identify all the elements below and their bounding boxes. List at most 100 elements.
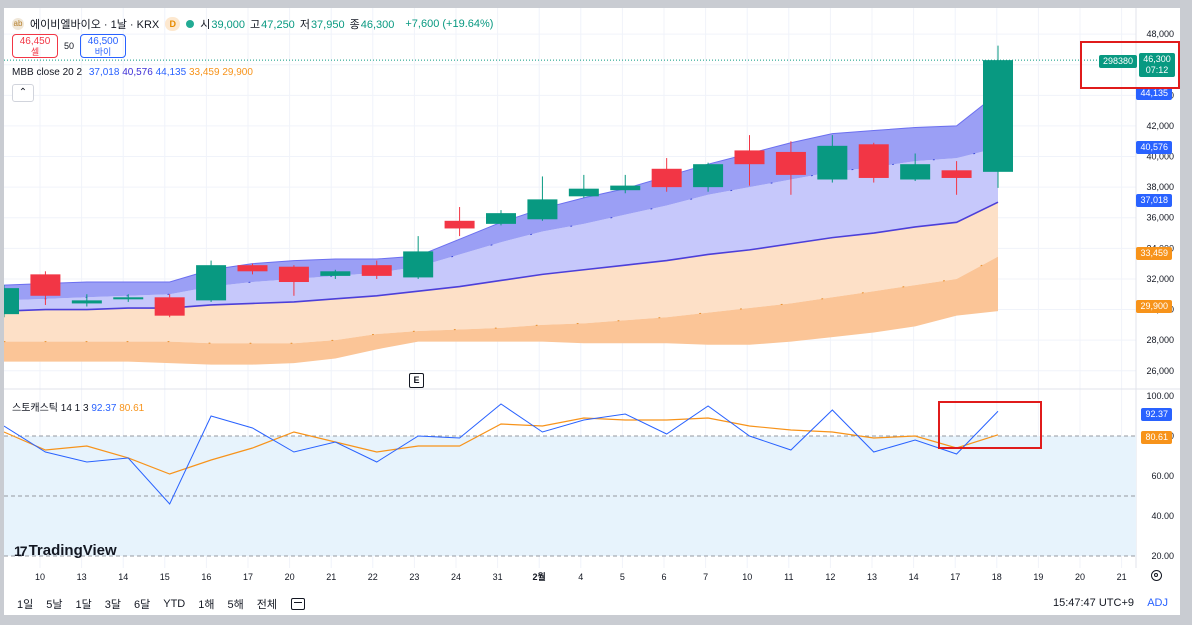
candle-up [817, 145, 848, 180]
stoch-legend-d: 80.61 [119, 403, 145, 414]
settings-gear-icon[interactable] [1151, 570, 1162, 581]
price-tick-label: 40,000 [1146, 152, 1174, 162]
candle-up [403, 251, 434, 278]
candle-up [4, 288, 19, 315]
interval-badge: D [165, 17, 181, 31]
stoch-k-label: 92.37 [1141, 408, 1172, 421]
candle-up [113, 297, 144, 300]
candle-down [941, 170, 972, 178]
time-tick-label: 22 [368, 572, 378, 582]
clock-timezone[interactable]: 15:47:47 UTC+9 [1052, 597, 1134, 609]
stoch-legend-label: 스토캐스틱 14 1 3 [12, 403, 89, 414]
time-tick-label: 15 [160, 572, 170, 582]
time-tick-label: 6 [661, 572, 666, 582]
timeframe-1d[interactable]: 1일 [17, 599, 34, 611]
candle-up [71, 300, 102, 304]
time-tick-label: 11 [784, 572, 793, 582]
price-tick-label: 36,000 [1146, 213, 1174, 223]
timeframe-all[interactable]: 전체 [256, 599, 277, 611]
candle-up [900, 164, 931, 180]
ohlc-key-3: 종 [349, 19, 360, 31]
time-tick-label: 24 [451, 572, 461, 582]
ohlc-value-2: 37,950 [310, 19, 345, 31]
chart-canvas[interactable]: 48,00046,00044,00042,00040,00038,00036,0… [4, 8, 1180, 593]
mbb-legend-ext1: 33,459 [188, 67, 220, 78]
last-price-box: 46,300 07:12 [1139, 53, 1176, 77]
time-tick-label: 16 [201, 572, 211, 582]
stochastic-legend[interactable]: 스토캐스틱 14 1 3 92.37 80.61 [12, 399, 144, 414]
collapse-legend-button[interactable]: ⌃ [12, 84, 34, 102]
time-tick-label: 31 [493, 572, 503, 582]
symbol-code: 298380 [1099, 55, 1138, 68]
time-tick-label: 2월 [533, 571, 546, 582]
ext-lower2-label: 29,900 [1136, 300, 1172, 313]
candle-down [237, 265, 268, 272]
candle-down [30, 274, 61, 296]
candle-up [320, 271, 351, 276]
ohlc-value-3: 46,300 [360, 19, 395, 31]
price-tick-label: 26,000 [1146, 366, 1174, 376]
adj-toggle[interactable]: ADJ [1147, 597, 1168, 609]
ohlc-value-0: 39,000 [211, 19, 246, 31]
market-status-icon [186, 20, 195, 28]
mbb-legend-ext2: 29,900 [222, 67, 253, 78]
sell-button[interactable]: 46,450 셀 [12, 34, 58, 58]
mbb-legend-label: MBB close 20 2 [12, 67, 83, 78]
timeframe-ytd[interactable]: YTD [163, 598, 186, 610]
time-tick-label: 13 [867, 572, 877, 582]
highlight-box-stoch [938, 401, 1042, 449]
candle-down [154, 297, 185, 316]
highlight-box-price [1080, 41, 1180, 89]
mbb-legend[interactable]: MBB close 20 2 37,018 40,576 44,135 33,4… [12, 67, 253, 78]
candle-down [361, 265, 392, 276]
symbol-title[interactable]: 에이비엘바이오 · 1날 · KRX [30, 19, 160, 31]
timeframe-5d[interactable]: 5날 [46, 599, 63, 611]
candle-down [278, 266, 309, 283]
candle-down [651, 168, 682, 188]
stoch-tick-label: 100.00 [1146, 391, 1174, 401]
ext-band-upper-fill [4, 202, 998, 344]
candle-up [693, 164, 724, 188]
calendar-range-icon[interactable] [291, 598, 305, 610]
chart-window: 48,00046,00044,00042,00040,00038,00036,0… [4, 8, 1180, 615]
current-price-label: 298380 46,300 07:12 [1099, 53, 1176, 77]
stoch-tick-label: 40.00 [1151, 511, 1174, 521]
time-tick-label: 17 [950, 572, 960, 582]
timeframe-3m[interactable]: 3달 [104, 599, 121, 611]
tradingview-logo-icon: 17 [14, 542, 28, 559]
time-tick-label: 21 [1117, 572, 1127, 582]
earnings-marker[interactable]: E [409, 373, 424, 388]
time-tick-label: 19 [1033, 572, 1043, 582]
price-tick-label: 42,000 [1146, 121, 1174, 131]
spread-value: 50 [64, 41, 75, 51]
timeframe-1m[interactable]: 1달 [75, 599, 92, 611]
candle-down [734, 150, 765, 165]
timeframe-5y[interactable]: 5해 [227, 599, 244, 611]
candle-up [196, 265, 227, 301]
price-tick-label: 38,000 [1146, 182, 1174, 192]
candle-up [610, 185, 641, 191]
stoch-d-label: 80.61 [1141, 431, 1172, 444]
candle-down [444, 220, 475, 229]
buy-button[interactable]: 46,500 바이 [80, 34, 127, 58]
price-tick-label: 48,000 [1146, 29, 1174, 39]
time-tick-label: 13 [77, 572, 87, 582]
mbb-legend-upper: 44,135 [155, 67, 187, 78]
time-tick-label: 14 [118, 572, 128, 582]
time-tick-label: 20 [1075, 572, 1085, 582]
timeframe-6m[interactable]: 6달 [134, 599, 151, 611]
ohlc-value-1: 47,250 [261, 19, 295, 31]
stoch-tick-label: 20.00 [1151, 551, 1174, 561]
lower-band-label: 37,018 [1136, 194, 1172, 207]
time-tick-label: 12 [825, 572, 835, 582]
stoch-k-line [4, 403, 999, 505]
candle-down [858, 144, 889, 178]
candle-up [527, 199, 558, 220]
symbol-header: ab 에이비엘바이오 · 1날 · KRX D 시39,000 고47,250 저3… [12, 16, 493, 32]
mid-band-fill [4, 147, 998, 312]
timeframe-1y[interactable]: 1해 [198, 599, 215, 611]
ohlc-key-2: 저 [299, 19, 310, 31]
time-tick-label: 20 [285, 572, 295, 582]
trade-panel: 46,450 셀 50 46,500 바이 [12, 34, 127, 58]
tradingview-logo: 17 TradingView [14, 542, 117, 559]
